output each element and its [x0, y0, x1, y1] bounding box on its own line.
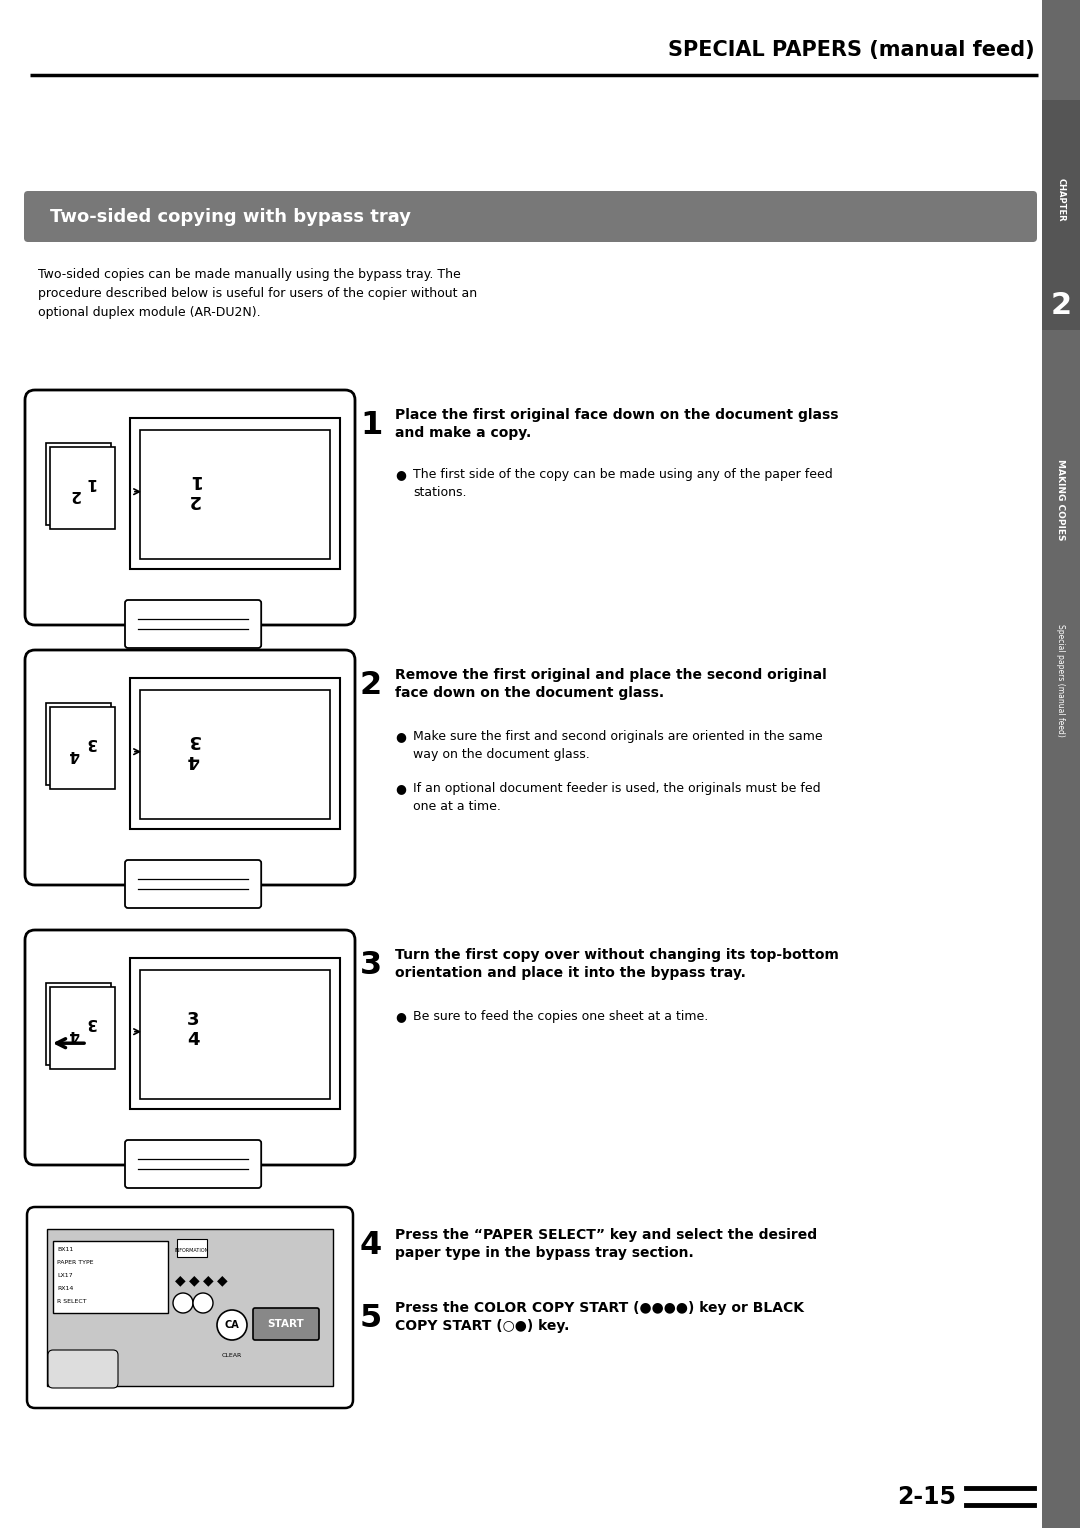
Text: 4: 4	[187, 750, 200, 769]
Bar	[1042, 99, 1080, 330]
Bar	[50, 707, 114, 788]
Text: INFORMATION: INFORMATION	[175, 1248, 210, 1253]
Text: START: START	[268, 1319, 305, 1329]
Text: 1: 1	[187, 471, 200, 489]
Bar	[48, 1229, 333, 1386]
Text: 4: 4	[360, 1230, 382, 1261]
Text: 2: 2	[187, 490, 200, 509]
Text: Place the first original face down on the document glass
and make a copy.: Place the first original face down on th…	[395, 408, 838, 440]
Text: Two-sided copying with bypass tray: Two-sided copying with bypass tray	[50, 208, 411, 226]
Text: If an optional document feeder is used, the originals must be fed
one at a time.: If an optional document feeder is used, …	[413, 782, 821, 813]
FancyBboxPatch shape	[25, 649, 355, 885]
FancyBboxPatch shape	[27, 1207, 353, 1407]
FancyBboxPatch shape	[125, 860, 261, 908]
FancyBboxPatch shape	[25, 390, 355, 625]
Text: CHAPTER: CHAPTER	[1056, 179, 1066, 222]
Text: BX11: BX11	[57, 1247, 73, 1251]
Text: MAKING COPIES: MAKING COPIES	[1056, 460, 1066, 541]
Circle shape	[193, 1293, 213, 1313]
Text: 2: 2	[1051, 290, 1071, 319]
Text: Press the COLOR COPY START (●●●●) key or BLACK
COPY START (○●) key.: Press the COLOR COPY START (●●●●) key or…	[395, 1300, 804, 1334]
Text: procedure described below is useful for users of the copier without an: procedure described below is useful for …	[38, 287, 477, 299]
FancyBboxPatch shape	[25, 931, 355, 1164]
FancyBboxPatch shape	[125, 601, 261, 648]
Text: 1: 1	[85, 475, 96, 489]
FancyBboxPatch shape	[125, 1140, 261, 1187]
Circle shape	[173, 1293, 193, 1313]
Bar	[50, 448, 114, 529]
Bar	[130, 958, 340, 1108]
Text: 3: 3	[85, 735, 96, 750]
Bar	[140, 429, 330, 559]
Text: Two-sided copies can be made manually using the bypass tray. The: Two-sided copies can be made manually us…	[38, 267, 461, 281]
Text: RX14: RX14	[57, 1287, 73, 1291]
Text: 2: 2	[360, 669, 382, 701]
Text: 1: 1	[360, 410, 382, 442]
Text: ●: ●	[395, 1010, 406, 1024]
Text: ●: ●	[395, 468, 406, 481]
Text: 3: 3	[187, 1012, 200, 1028]
Text: CLEAR: CLEAR	[221, 1352, 242, 1358]
FancyBboxPatch shape	[253, 1308, 319, 1340]
Bar	[53, 1241, 168, 1313]
Text: ◆: ◆	[189, 1273, 200, 1287]
Bar	[140, 691, 330, 819]
Bar	[46, 703, 111, 785]
Text: Press the “PAPER SELECT” key and select the desired
paper type in the bypass tra: Press the “PAPER SELECT” key and select …	[395, 1229, 818, 1261]
FancyBboxPatch shape	[24, 191, 1037, 241]
Bar	[130, 678, 340, 828]
Text: CA: CA	[225, 1320, 240, 1329]
Text: Remove the first original and place the second original
face down on the documen: Remove the first original and place the …	[395, 668, 827, 700]
Text: 3: 3	[187, 730, 200, 749]
Text: R SELECT: R SELECT	[57, 1299, 86, 1303]
Text: 4: 4	[69, 747, 80, 761]
Text: Special papers (manual feed): Special papers (manual feed)	[1056, 623, 1066, 736]
Text: 2-15: 2-15	[897, 1485, 956, 1510]
Text: SPECIAL PAPERS (manual feed): SPECIAL PAPERS (manual feed)	[669, 40, 1035, 60]
Text: ●: ●	[395, 782, 406, 795]
Circle shape	[217, 1309, 247, 1340]
Bar	[46, 984, 111, 1065]
Text: 3: 3	[360, 950, 382, 981]
Text: optional duplex module (AR-DU2N).: optional duplex module (AR-DU2N).	[38, 306, 260, 319]
Text: ◆: ◆	[217, 1273, 227, 1287]
Text: ●: ●	[395, 730, 406, 743]
Bar	[46, 443, 111, 526]
Text: 4: 4	[69, 1027, 80, 1042]
Bar	[140, 970, 330, 1099]
Text: Make sure the first and second originals are oriented in the same
way on the doc: Make sure the first and second originals…	[413, 730, 823, 761]
Text: The first side of the copy can be made using any of the paper feed
stations.: The first side of the copy can be made u…	[413, 468, 833, 500]
Text: 5: 5	[360, 1303, 382, 1334]
Text: ◆: ◆	[175, 1273, 186, 1287]
Bar	[1042, 0, 1080, 1528]
Text: ◆: ◆	[203, 1273, 214, 1287]
Bar	[177, 1239, 207, 1258]
Text: 4: 4	[187, 1031, 200, 1048]
Text: Be sure to feed the copies one sheet at a time.: Be sure to feed the copies one sheet at …	[413, 1010, 708, 1024]
Text: LX17: LX17	[57, 1273, 72, 1277]
Text: 2: 2	[69, 486, 80, 501]
Text: Turn the first copy over without changing its top-bottom
orientation and place i: Turn the first copy over without changin…	[395, 947, 839, 981]
Bar	[50, 987, 114, 1070]
FancyBboxPatch shape	[48, 1351, 118, 1387]
Text: 3: 3	[85, 1015, 96, 1030]
Text: PAPER TYPE: PAPER TYPE	[57, 1261, 94, 1265]
Bar	[130, 419, 340, 568]
